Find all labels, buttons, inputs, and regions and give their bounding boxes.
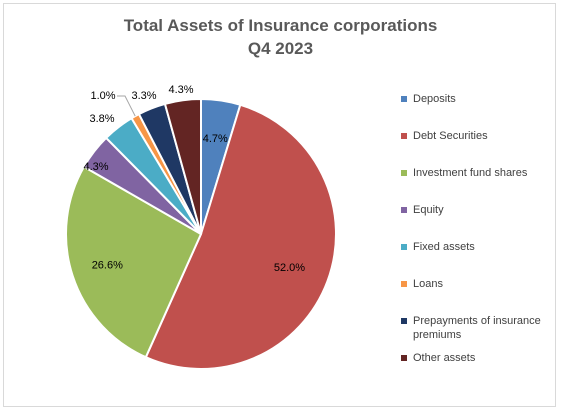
data-label-loans: 1.0% (90, 90, 115, 102)
pie-slices (65, 97, 337, 370)
legend-item-investment-fund-shares: Investment fund shares (401, 166, 551, 180)
data-label-other-assets: 4.3% (168, 84, 193, 96)
pie-slice-debt-securities (144, 103, 337, 370)
legend-item-loans: Loans (401, 277, 551, 291)
legend-swatch (401, 170, 407, 176)
legend-item-fixed-assets: Fixed assets (401, 240, 551, 254)
chart-subtitle: Q4 2023 (247, 39, 314, 58)
leader-line-loans (117, 95, 136, 117)
legend-item-other-assets: Other assets (401, 351, 551, 365)
pie-data-labels: 4.7% 52.0% 26.6% 4.3% 3.8% 1.0% 3.3% 4.3% (83, 84, 305, 274)
legend-swatch (401, 281, 407, 287)
legend-swatch (401, 355, 407, 361)
legend-label: Debt Securities (413, 130, 488, 142)
data-label-investment-fund-shares: 26.6% (92, 260, 123, 272)
chart-title: Total Assets of Insurance corporations (123, 16, 438, 35)
legend-label: Equity (413, 204, 444, 216)
data-label-debt-securities: 52.0% (274, 262, 305, 274)
legend-label: Fixed assets (413, 241, 475, 253)
legend-label: Loans (413, 278, 443, 290)
legend-label: Deposits (413, 93, 456, 105)
data-label-prepayments-of-insurance-premiums: 3.3% (131, 90, 156, 102)
data-label-fixed-assets: 3.8% (89, 113, 114, 125)
chart-title-block: Total Assets of Insurance corporations Q… (4, 14, 557, 60)
legend-label: Prepayments of insurance premiums (413, 315, 541, 341)
pie-leader-lines (117, 95, 136, 117)
data-label-deposits: 4.7% (203, 133, 228, 145)
legend-label: Other assets (413, 352, 476, 364)
legend-item-debt-securities: Debt Securities (401, 129, 551, 143)
legend-swatch (401, 96, 407, 102)
legend-swatch (401, 318, 407, 324)
pie-slice-other-assets (163, 97, 202, 235)
legend-swatch (401, 207, 407, 213)
legend-swatch (401, 133, 407, 139)
data-label-equity: 4.3% (83, 161, 108, 173)
legend-item-equity: Equity (401, 203, 551, 217)
legend-item-prepayments-of-insurance-premiums: Prepayments of insurance premiums (401, 314, 551, 342)
legend-item-deposits: Deposits (401, 92, 551, 106)
pie-slice-investment-fund-shares (65, 165, 203, 359)
legend-label: Investment fund shares (413, 167, 528, 179)
legend-swatch (401, 244, 407, 250)
